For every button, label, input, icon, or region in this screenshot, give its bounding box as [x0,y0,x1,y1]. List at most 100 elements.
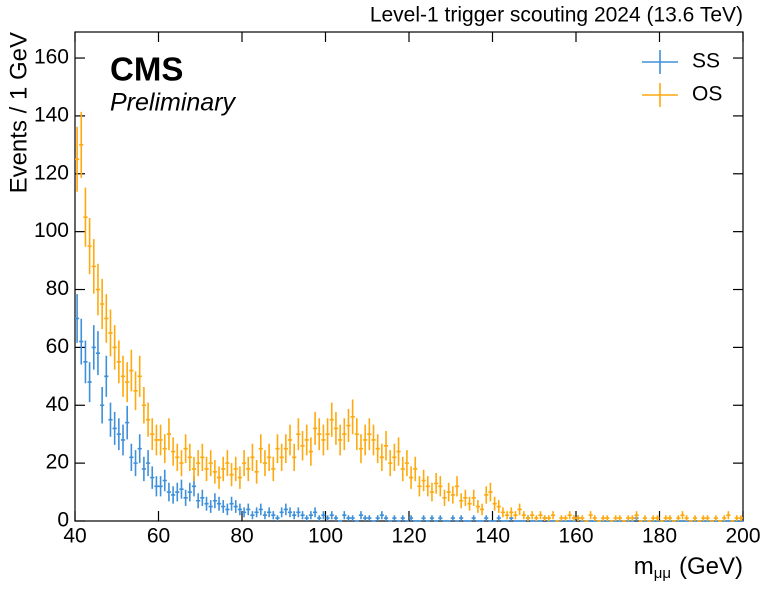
error-bar [171,437,176,466]
y-tick-label: 40 [46,393,69,416]
error-bar [154,476,159,497]
error-bar [279,443,284,471]
error-bar [200,489,205,506]
error-bar [162,434,167,464]
error-bar [233,456,238,482]
error-bar [684,515,689,521]
error-bar [108,402,113,437]
y-tick-label: 140 [34,103,69,126]
y-tick-label: 20 [46,451,69,474]
y-tick-label: 100 [34,219,69,242]
error-bar [171,486,176,504]
error-bar [279,507,284,518]
x-tick-label: 40 [63,525,86,548]
error-bar [104,355,109,397]
error-bar [229,496,234,511]
error-bar [154,424,159,456]
error-bar [505,511,510,520]
error-bar [421,469,426,492]
error-bar [525,515,531,521]
error-bar [308,511,313,520]
error-bar [496,515,501,521]
error-bar [605,515,610,521]
error-bar [221,456,226,482]
error-bar [388,450,393,477]
y-tick-label: 60 [46,335,69,358]
x-label-unit: (GeV) [679,553,743,580]
error-bar [283,503,288,516]
error-bar [530,511,535,520]
error-bar [676,515,681,521]
x-tick-label: 80 [230,525,253,548]
error-bar [325,418,330,451]
error-bar [434,472,439,494]
error-bar [267,507,272,518]
error-bar [258,503,263,516]
error-bar [663,515,668,521]
error-bar [262,511,268,520]
error-bar [91,239,96,294]
error-bar [204,456,209,482]
error-bar [479,503,485,516]
error-bar [471,515,476,521]
error-bar [471,489,476,506]
error-bar [208,500,213,513]
x-tick-label: 60 [147,525,170,548]
error-bar [363,424,368,456]
error-bar [630,515,635,521]
error-bar [166,482,172,502]
error-bar [145,450,151,477]
error-bar [87,218,92,275]
error-bar [250,443,255,471]
error-bar [225,503,230,516]
error-bar [112,325,117,370]
error-bar [454,476,460,497]
error-bar [338,424,343,456]
error-bar [317,418,322,451]
error-bar [379,443,384,471]
error-bar [133,371,138,411]
y-axis-label: Events / 1 GeV [5,32,32,193]
error-bar [496,500,501,513]
error-bar [534,515,539,521]
error-bar [87,362,92,403]
error-bar [325,515,330,521]
error-bar [300,511,305,520]
error-bar [375,434,380,464]
error-bar [212,493,217,509]
error-bar [409,466,414,489]
error-bar [538,511,543,520]
error-bar [137,434,142,464]
error-bar [425,476,430,497]
error-bar [312,507,318,518]
error-bar [559,515,564,521]
error-bar [112,411,117,445]
error-bar [509,507,514,518]
error-bar [409,515,414,521]
error-bar [283,434,288,464]
error-bar [592,515,597,521]
error-bar [588,511,593,520]
error-bar [158,424,163,456]
error-bar [150,466,155,489]
error-bar [267,443,272,471]
error-bar [634,511,639,520]
error-bar [183,434,188,464]
error-bar [651,515,656,521]
error-bar [521,511,526,520]
error-bar [175,482,180,502]
error-bar [296,507,301,518]
error-bar [571,515,576,521]
error-bar [500,507,506,518]
status-label: Preliminary [110,89,237,117]
error-bar [129,443,134,471]
error-bar [358,511,364,520]
error-bar [304,515,309,521]
error-bar [363,515,368,521]
error-bar [120,355,126,397]
error-bar [125,362,130,403]
legend-marker [642,83,678,107]
error-bar [329,402,334,437]
y-tick-label: 160 [34,46,69,69]
error-bar [262,450,268,477]
